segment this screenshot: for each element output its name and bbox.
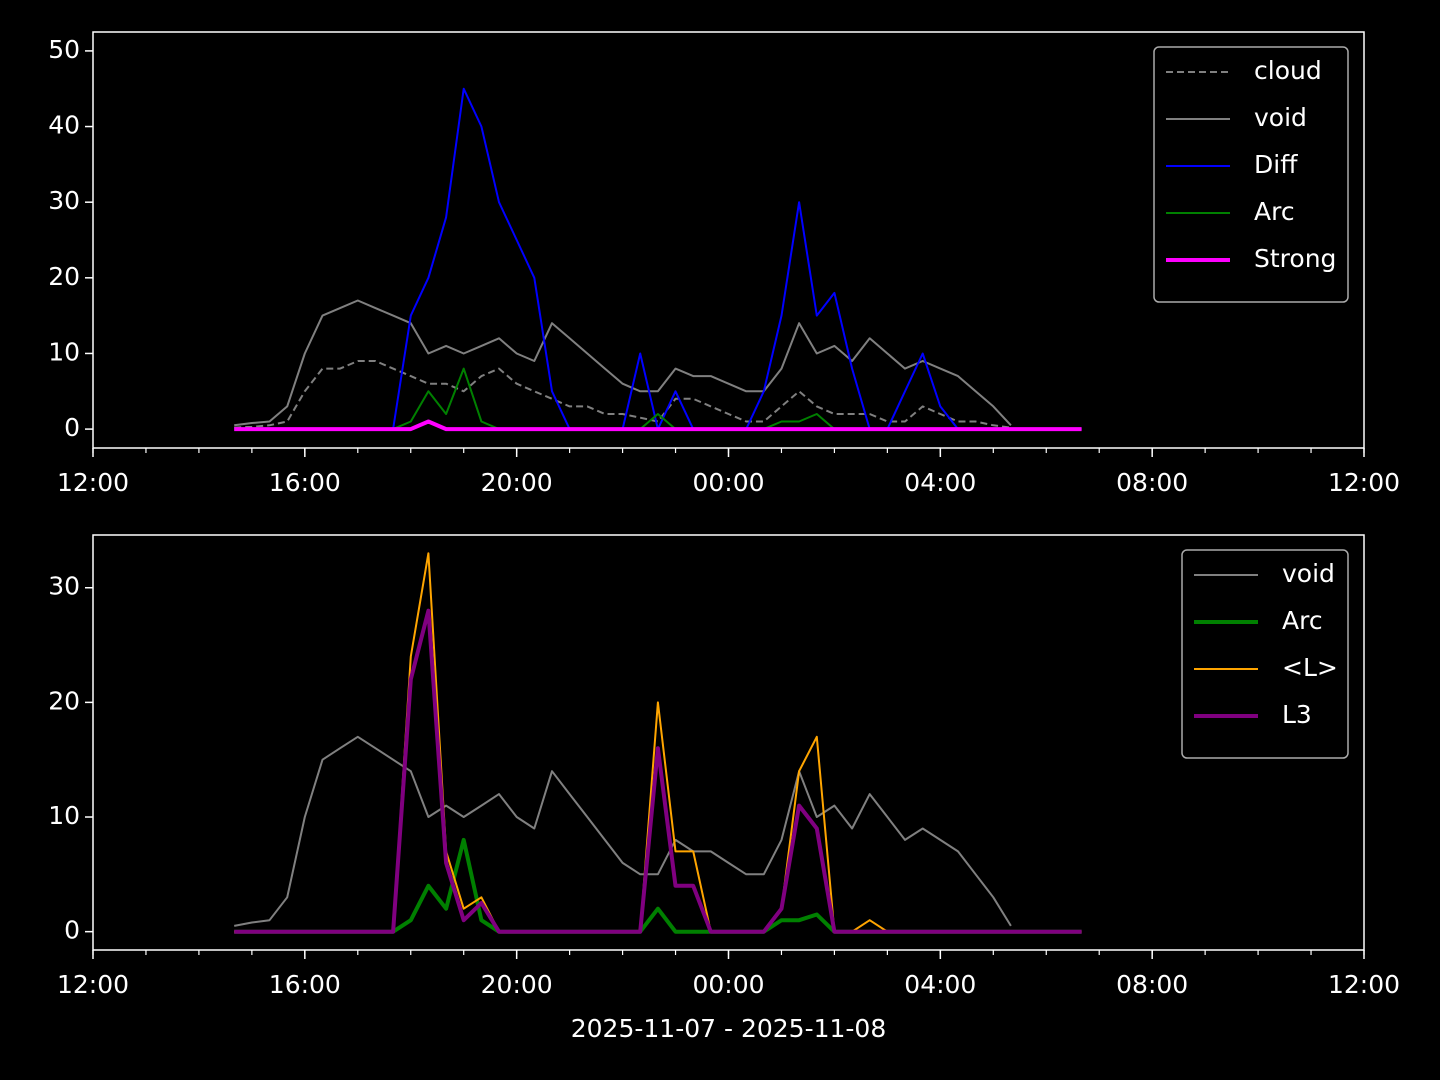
legend-label: void	[1254, 103, 1307, 132]
x-tick-label: 16:00	[269, 468, 341, 497]
legend-label: cloud	[1254, 56, 1322, 85]
legend-box	[1153, 46, 1349, 303]
x-tick-label: 20:00	[481, 468, 553, 497]
x-tick-label: 00:00	[692, 468, 764, 497]
plot-area	[234, 552, 1082, 934]
y-tick-label: 40	[48, 111, 80, 140]
legend-label: <L>	[1282, 653, 1338, 682]
series-line	[234, 360, 1012, 429]
legend-label: L3	[1282, 700, 1312, 729]
x-tick-label: 12:00	[57, 468, 129, 497]
y-tick-label: 0	[64, 413, 80, 442]
legend-label: Arc	[1254, 197, 1295, 226]
x-tick-label: 00:00	[692, 970, 764, 999]
y-tick-label: 30	[48, 186, 80, 215]
legend-label: void	[1282, 559, 1335, 588]
axes-frame	[92, 534, 1365, 951]
y-tick-label: 10	[48, 801, 80, 830]
legend-label: Strong	[1254, 244, 1336, 273]
x-tick-label: 12:00	[57, 970, 129, 999]
plot-area	[234, 87, 1082, 432]
legend-label: Arc	[1282, 606, 1323, 635]
series-line	[234, 299, 1012, 427]
y-tick-label: 30	[48, 572, 80, 601]
x-tick-label: 08:00	[1116, 970, 1188, 999]
y-tick-label: 50	[48, 35, 80, 64]
x-tick-label: 04:00	[904, 970, 976, 999]
series-line	[234, 608, 1082, 934]
y-tick-label: 20	[48, 686, 80, 715]
series-line	[234, 735, 1012, 927]
x-tick-label: 04:00	[904, 468, 976, 497]
series-line	[234, 419, 1082, 432]
y-tick-label: 0	[64, 916, 80, 945]
x-tick-label: 16:00	[269, 970, 341, 999]
x-tick-label: 12:00	[1328, 468, 1400, 497]
legend-label: Diff	[1254, 150, 1298, 179]
legend-box	[1181, 549, 1349, 759]
axes-frame	[92, 31, 1365, 449]
x-tick-label: 08:00	[1116, 468, 1188, 497]
x-tick-label: 12:00	[1328, 970, 1400, 999]
x-tick-label: 20:00	[481, 970, 553, 999]
y-tick-label: 20	[48, 262, 80, 291]
x-axis-label: 2025-11-07 - 2025-11-08	[571, 1014, 887, 1043]
y-tick-label: 10	[48, 337, 80, 366]
